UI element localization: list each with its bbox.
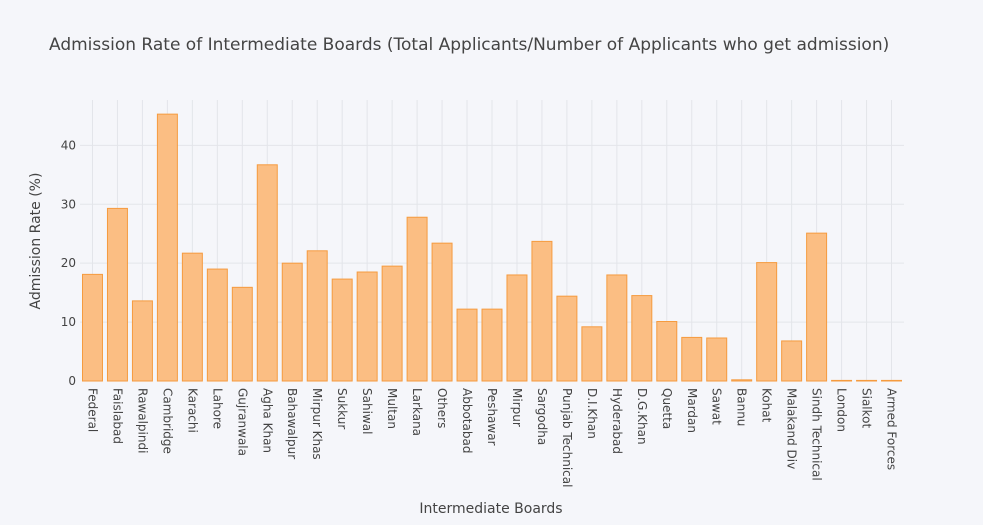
bar[interactable] [406,216,428,382]
bar[interactable] [606,274,628,382]
y-tick-label: 10 [61,315,76,329]
x-tick-label: Quetta [660,388,674,429]
bar[interactable] [256,164,278,382]
x-tick-label: Sukkur [335,388,349,429]
x-tick-label: Agha Khan [260,388,274,453]
y-tick-label: 20 [61,256,76,270]
x-tick-label: Cambridge [160,388,174,454]
x-tick-label: Armed Forces [885,388,899,470]
x-tick-label: Sindh Technical [810,388,824,481]
bar[interactable] [531,240,553,382]
x-tick-label: Gujranwala [235,388,249,456]
bar[interactable] [631,295,653,382]
x-tick-label: Peshawar [485,388,499,446]
bar[interactable] [731,379,753,382]
x-tick-label: Punjab Technical [560,388,574,487]
x-tick-label: Bannu [735,388,749,426]
bar[interactable] [381,265,403,382]
bar[interactable] [506,274,528,382]
x-tick-label: Karachi [185,388,199,433]
bar[interactable] [681,336,703,382]
y-axis-ticks: 0 10 20 30 40 [61,138,76,388]
x-tick-label: D.I.Khan [585,388,599,439]
x-tick-label: D.G.Khan [635,388,649,445]
x-axis-ticks: Federal Faislabad Rawalpindi Cambridge Karac… [85,388,898,487]
bar[interactable] [281,262,303,382]
bar[interactable] [806,232,828,382]
x-tick-label: Sahiwal [360,388,374,434]
bar[interactable] [206,268,228,382]
y-tick-label: 30 [61,197,76,211]
x-tick-label: Mirpur [510,388,524,427]
bar[interactable] [881,379,903,382]
bar[interactable] [231,286,253,382]
x-tick-label: Mirpur Khas [310,388,324,460]
bar[interactable] [831,379,853,382]
x-tick-label: Mardan [685,388,699,433]
x-tick-label: Lahore [210,388,224,429]
x-tick-label: Rawalpindi [135,388,149,453]
bar[interactable] [431,242,453,382]
x-tick-label: Others [435,388,449,428]
bar[interactable] [481,308,503,382]
y-tick-label: 40 [61,138,76,152]
bar[interactable] [181,252,203,382]
bar[interactable] [781,340,803,382]
x-tick-label: Sawat [710,388,724,425]
x-tick-label: Kohat [760,388,774,423]
bar[interactable] [706,337,728,382]
y-tick-label: 0 [68,374,76,388]
x-tick-label: Bahawalpur [285,388,299,459]
x-tick-label: Federal [85,388,99,432]
bar[interactable] [556,295,578,382]
x-tick-label: Malakand Div [785,388,799,469]
bar[interactable] [106,207,128,382]
bar[interactable] [131,300,153,382]
bars [81,113,903,382]
x-tick-label: London [835,388,849,432]
x-tick-label: Larkana [410,388,424,436]
chart-title: Admission Rate of Intermediate Boards (T… [49,35,889,55]
x-axis-title: Intermediate Boards [419,501,562,517]
x-tick-label: Abbotabad [460,388,474,453]
y-axis-title: Admission Rate (%) [28,173,44,310]
bar[interactable] [156,113,178,382]
bar[interactable] [856,379,878,382]
bar[interactable] [356,271,378,382]
x-tick-label: Faislabad [110,388,124,444]
bar[interactable] [306,250,328,382]
x-tick-label: Sargodha [535,388,549,445]
bar[interactable] [456,308,478,382]
x-tick-label: Multan [385,388,399,429]
x-tick-label: Hyderabad [610,388,624,454]
bar[interactable] [656,321,678,382]
bar[interactable] [81,273,103,382]
bar[interactable] [756,262,778,382]
bar[interactable] [581,326,603,382]
bar[interactable] [331,278,353,382]
x-tick-label: Sialkot [860,388,874,429]
